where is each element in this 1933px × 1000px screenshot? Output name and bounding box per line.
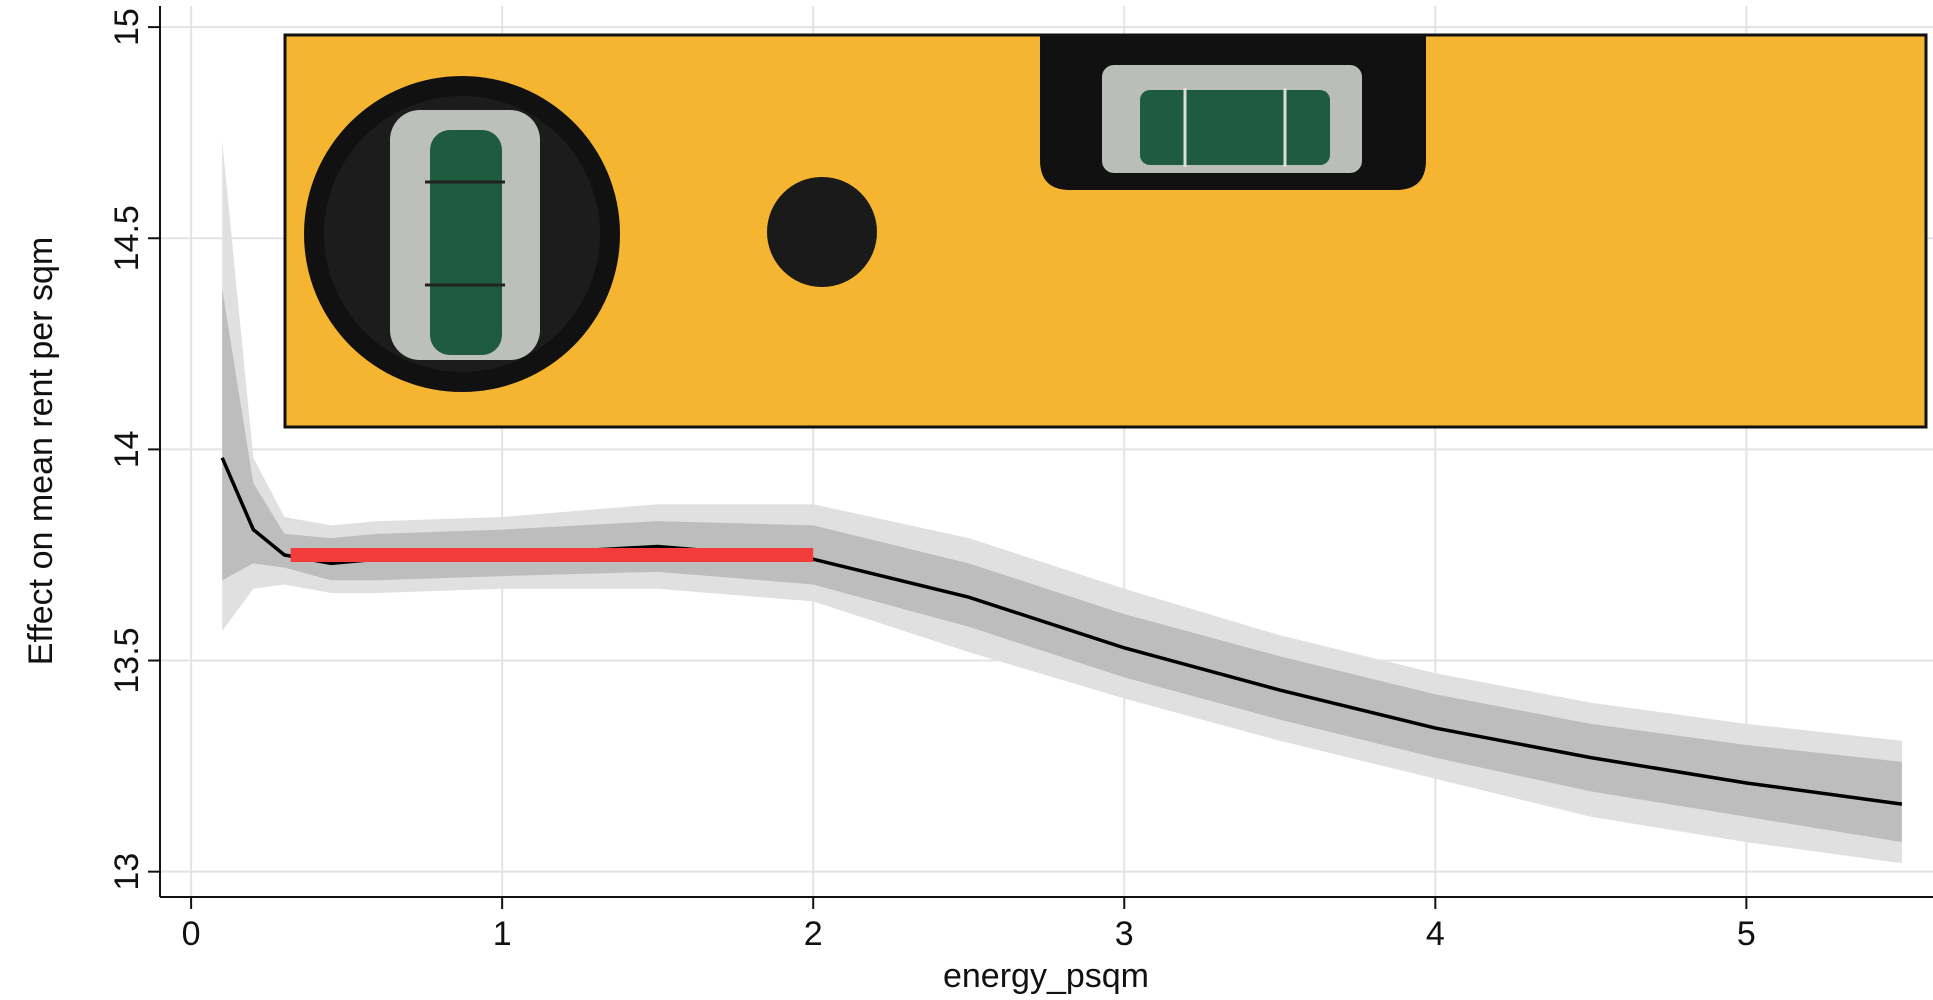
x-tick-label: 4 bbox=[1426, 915, 1445, 953]
chart: 13 13.5 14 14.5 15 0 1 2 3 4 5 energy_psqm Effect … bbox=[0, 0, 1933, 1000]
y-tick-label: 14 bbox=[108, 430, 146, 468]
x-tick-label: 2 bbox=[804, 915, 823, 953]
x-tick-label: 0 bbox=[182, 915, 201, 953]
spirit-level-image bbox=[285, 35, 1926, 427]
y-tick-label: 13.5 bbox=[108, 627, 146, 693]
x-tick-label: 1 bbox=[493, 915, 512, 953]
y-axis-label: Effect on mean rent per sqm bbox=[22, 237, 60, 665]
y-tick-label: 13 bbox=[108, 853, 146, 891]
x-tick-label: 5 bbox=[1737, 915, 1756, 953]
y-tick-label: 14.5 bbox=[108, 205, 146, 271]
x-tick-label: 3 bbox=[1115, 915, 1134, 953]
y-tick-label: 15 bbox=[108, 8, 146, 46]
page: {"chart_data": {"type": "line", "x_label… bbox=[0, 0, 1933, 1000]
x-axis-label: energy_psqm bbox=[943, 957, 1149, 995]
